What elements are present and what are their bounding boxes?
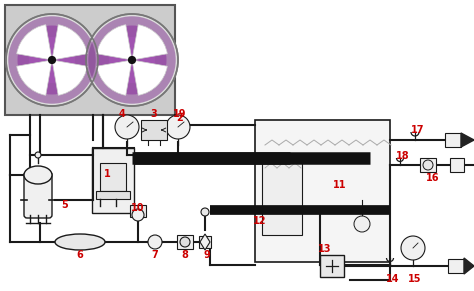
Circle shape — [132, 209, 144, 221]
Bar — [5, 5, 175, 115]
Text: 4: 4 — [118, 109, 126, 119]
Text: 13: 13 — [318, 244, 332, 254]
Wedge shape — [97, 25, 132, 60]
Bar — [141, 120, 167, 140]
Bar — [199, 236, 211, 248]
Circle shape — [423, 160, 433, 170]
Text: 6: 6 — [77, 250, 83, 260]
Wedge shape — [132, 25, 167, 60]
Circle shape — [88, 16, 176, 104]
Bar — [92, 148, 134, 213]
Bar — [445, 133, 461, 147]
Text: 11: 11 — [333, 180, 347, 190]
Ellipse shape — [24, 166, 52, 184]
Circle shape — [86, 14, 178, 106]
Circle shape — [35, 152, 41, 158]
Polygon shape — [461, 133, 474, 147]
Text: 12: 12 — [253, 216, 267, 226]
Text: 5: 5 — [62, 200, 68, 210]
Circle shape — [48, 56, 56, 64]
Text: 17: 17 — [411, 125, 425, 135]
Circle shape — [109, 37, 155, 83]
Circle shape — [18, 26, 86, 95]
Bar — [320, 255, 344, 277]
Circle shape — [98, 26, 166, 95]
Text: 15: 15 — [408, 274, 422, 284]
Text: 1: 1 — [104, 169, 110, 179]
Wedge shape — [17, 60, 52, 95]
Circle shape — [9, 16, 96, 104]
Bar — [177, 235, 193, 249]
Wedge shape — [97, 60, 132, 95]
Wedge shape — [52, 25, 87, 60]
Text: 9: 9 — [204, 250, 210, 260]
Text: 16: 16 — [426, 173, 440, 183]
Text: 2: 2 — [177, 113, 183, 123]
Bar — [450, 158, 464, 172]
Polygon shape — [200, 234, 210, 250]
Circle shape — [201, 208, 209, 216]
Text: 10: 10 — [131, 203, 145, 213]
Ellipse shape — [55, 234, 105, 250]
Bar — [420, 158, 436, 172]
Bar — [255, 120, 390, 262]
Text: 8: 8 — [182, 250, 189, 260]
Wedge shape — [17, 25, 52, 60]
Text: 7: 7 — [152, 250, 158, 260]
Text: 14: 14 — [386, 274, 400, 284]
Wedge shape — [52, 60, 87, 95]
Text: 3: 3 — [151, 109, 157, 119]
Circle shape — [128, 56, 136, 64]
Circle shape — [166, 115, 190, 139]
Circle shape — [354, 216, 370, 232]
Circle shape — [115, 115, 139, 139]
Text: 19: 19 — [173, 109, 187, 119]
Circle shape — [401, 236, 425, 260]
Wedge shape — [132, 60, 167, 95]
Circle shape — [29, 37, 75, 83]
Bar — [448, 259, 464, 273]
Bar — [96, 191, 130, 199]
FancyBboxPatch shape — [24, 172, 52, 218]
Circle shape — [180, 237, 190, 247]
Bar — [262, 155, 302, 235]
Text: 18: 18 — [396, 151, 410, 161]
Circle shape — [148, 235, 162, 249]
Circle shape — [6, 14, 98, 106]
Bar — [130, 205, 146, 217]
Bar — [100, 163, 126, 191]
Polygon shape — [464, 258, 474, 274]
